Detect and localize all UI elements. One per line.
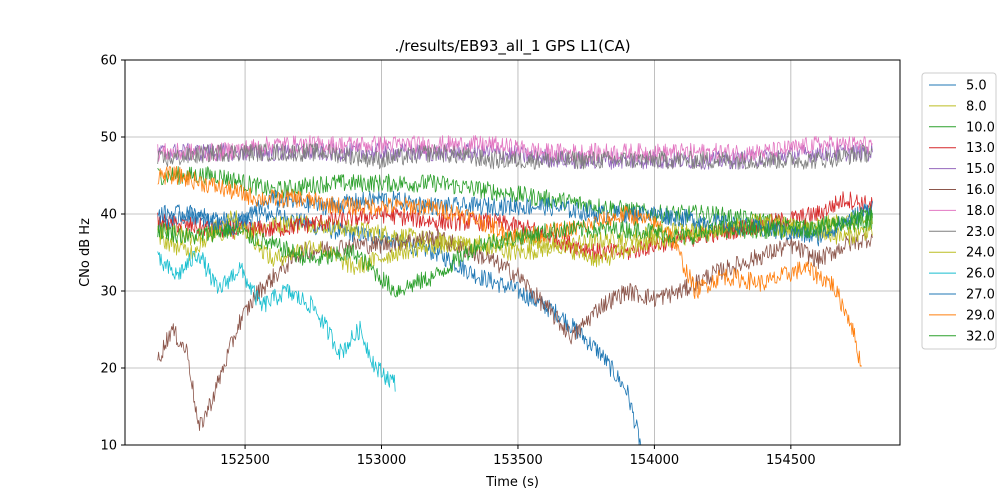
legend-label: 32.0: [966, 329, 995, 344]
series-line-26.0: [157, 250, 396, 392]
plot-frame: [124, 59, 901, 446]
series-line-23.0: [157, 142, 873, 170]
legend-label: 18.0: [966, 204, 995, 219]
y-tick-label: 50: [100, 131, 117, 146]
x-tick-label: 154500: [766, 453, 816, 468]
y-tick-label: 10: [100, 439, 117, 454]
legend-label: 8.0: [966, 99, 987, 114]
y-tick-label: 20: [100, 362, 117, 377]
legend-label: 15.0: [966, 162, 995, 177]
legend-label: 24.0: [966, 246, 995, 261]
series-line-24.0: [157, 210, 873, 275]
legend-label: 13.0: [966, 141, 995, 156]
series-line-32.0: [157, 205, 873, 298]
y-tick-label: 60: [100, 54, 117, 69]
series-line-18.0: [157, 135, 873, 162]
x-tick-label: 154000: [630, 453, 680, 468]
legend-label: 29.0: [966, 308, 995, 323]
y-tick-label: 30: [100, 285, 117, 300]
series-lines: [157, 135, 873, 446]
x-tick-label: 153500: [493, 453, 543, 468]
legend-label: 16.0: [966, 183, 995, 198]
y-axis-title: CNo dB Hz: [78, 218, 93, 287]
y-tick-label: 40: [100, 208, 117, 223]
y-axis-ticks: 10 20 30 40 50 60: [100, 54, 125, 454]
legend-label: 26.0: [966, 267, 995, 282]
x-tick-label: 153000: [357, 453, 407, 468]
x-axis-title: Time (s): [485, 475, 539, 490]
legend-label: 23.0: [966, 225, 995, 240]
legend: 5.0 8.0 10.0 13.0 15.0 16.0 18.0 23.0 24.0 26.0 27…: [921, 72, 997, 350]
series-line-16.0: [157, 228, 873, 431]
legend-label: 27.0: [966, 288, 995, 303]
legend-label: 10.0: [966, 120, 995, 135]
x-axis-ticks: 152500 153000 153500 154000 154500: [220, 445, 816, 468]
x-tick-label: 152500: [220, 453, 270, 468]
legend-frame: [921, 72, 997, 350]
legend-label: 5.0: [966, 79, 987, 94]
series-line-29.0: [157, 166, 863, 367]
chart-title: ./results/EB93_all_1 GPS L1(CA): [394, 37, 630, 56]
